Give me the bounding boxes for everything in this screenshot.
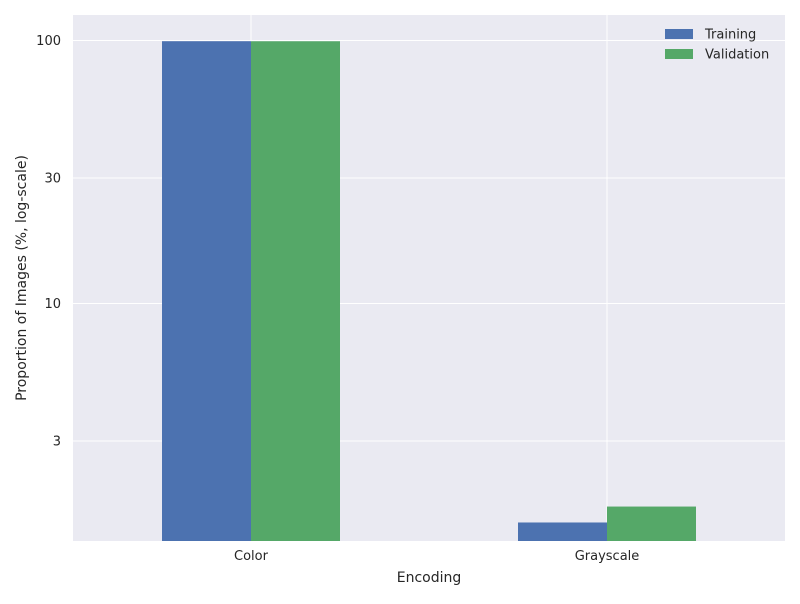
bars (162, 41, 696, 541)
x-axis-ticks: Color Grayscale (234, 549, 639, 564)
legend-swatch-validation (665, 49, 693, 59)
y-tick-label: 10 (44, 297, 61, 312)
y-tick-label: 30 (44, 172, 61, 187)
bar-validation-grayscale (607, 506, 696, 541)
bar-validation-color (251, 41, 340, 541)
y-axis-label: Proportion of Images (%, log-scale) (14, 155, 30, 401)
legend-swatch-training (665, 29, 693, 39)
legend-label-validation: Validation (705, 48, 769, 63)
x-tick-label: Color (234, 549, 269, 564)
x-tick-label: Grayscale (575, 549, 640, 564)
legend-label-training: Training (704, 28, 756, 43)
x-axis-label: Encoding (397, 570, 462, 586)
bar-training-grayscale (518, 522, 607, 541)
y-axis-ticks: 3 10 30 100 (36, 34, 61, 450)
y-tick-label: 3 (53, 435, 61, 450)
y-tick-label: 100 (36, 34, 61, 49)
bar-training-color (162, 41, 251, 541)
legend: Training Validation (665, 28, 769, 63)
